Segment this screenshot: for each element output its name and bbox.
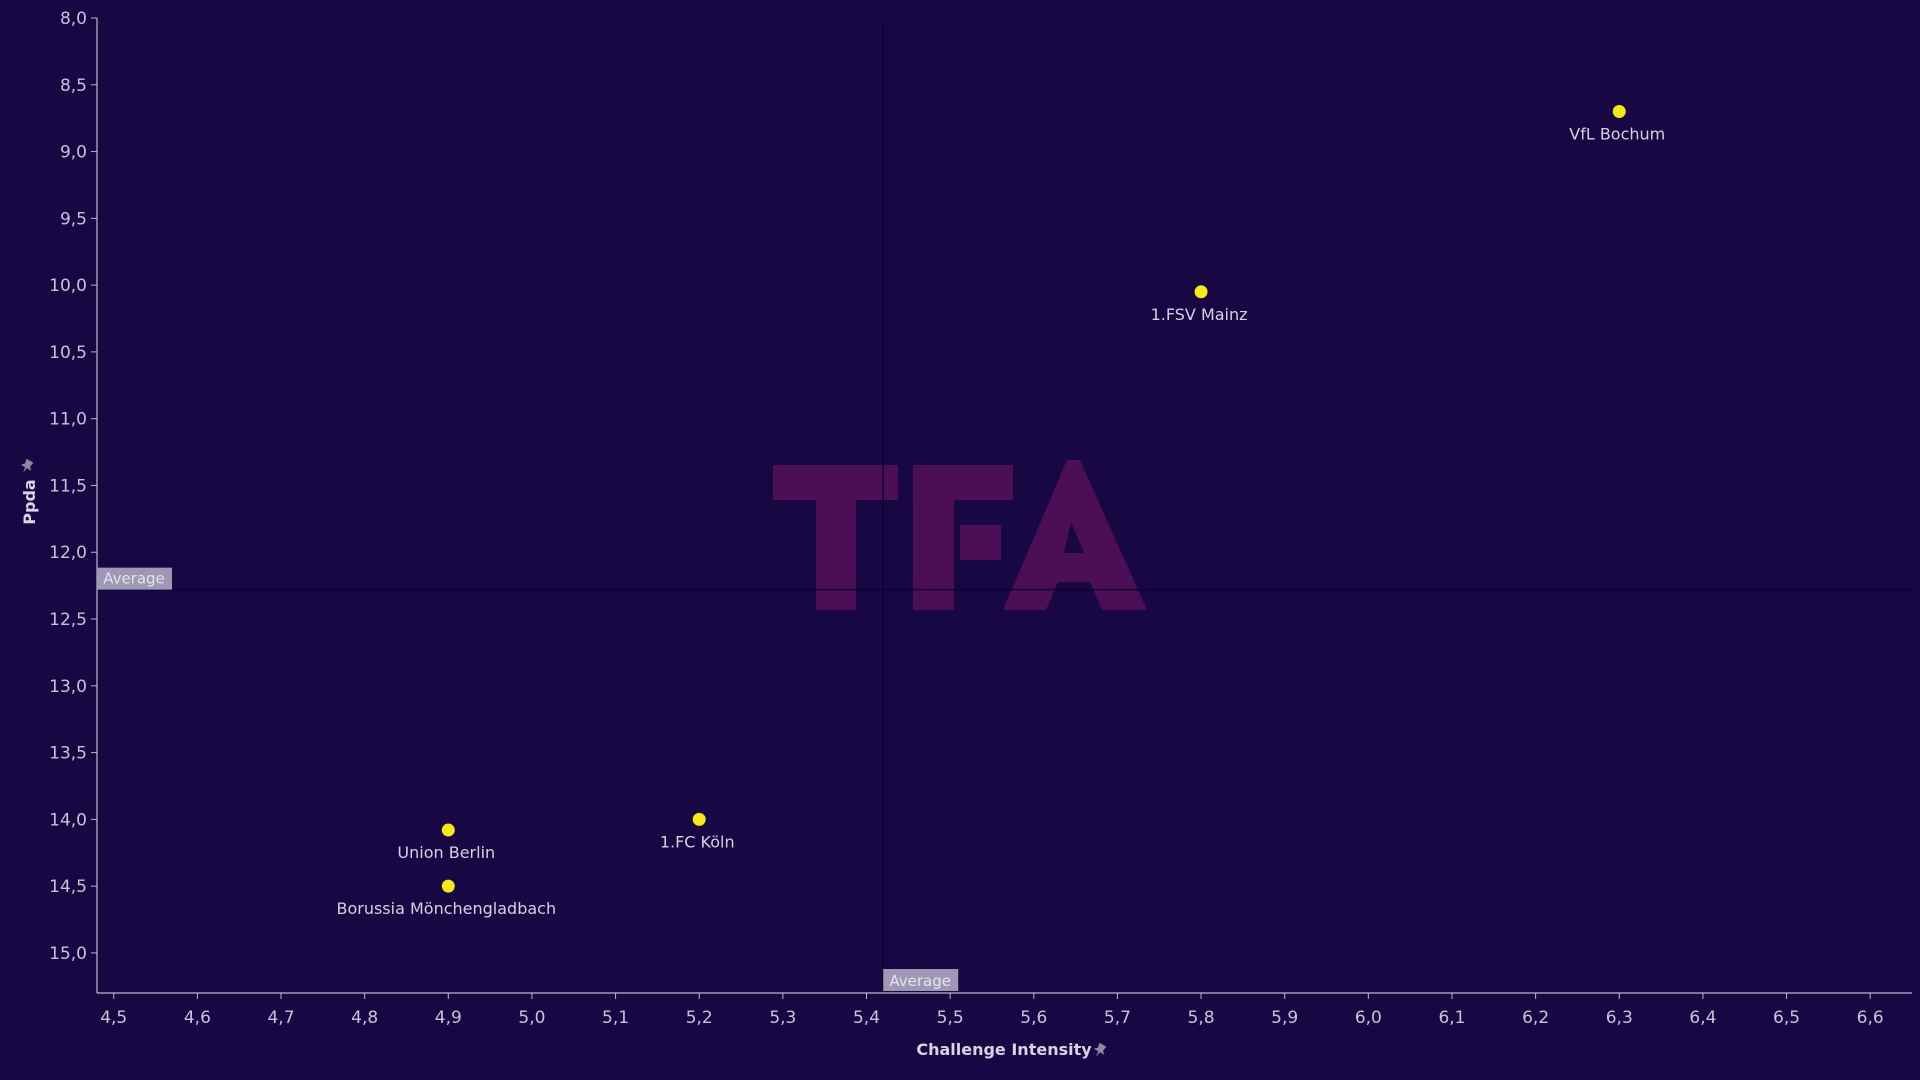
- x-tick-label: 5,6: [1020, 1008, 1047, 1028]
- y-tick-label: 9,5: [60, 209, 87, 229]
- y-tick-label: 8,5: [60, 76, 87, 96]
- x-tick-label: 6,2: [1522, 1008, 1549, 1028]
- pin-icon[interactable]: [1091, 1042, 1108, 1060]
- x-tick-label: 6,3: [1606, 1008, 1633, 1028]
- data-point[interactable]: [1612, 104, 1626, 118]
- y-tick-label: 10,5: [49, 343, 87, 363]
- data-point[interactable]: [692, 812, 706, 826]
- x-tick-label: 5,9: [1271, 1008, 1298, 1028]
- data-point-label: Borussia Mönchengladbach: [336, 899, 556, 918]
- x-axis-title: Challenge Intensity: [916, 1040, 1092, 1059]
- y-tick-label: 14,5: [49, 877, 87, 897]
- average-lines: [97, 23, 1912, 993]
- y-tick-label: 12,5: [49, 610, 87, 630]
- y-tick-label: 13,5: [49, 744, 87, 764]
- x-tick-label: 5,8: [1188, 1008, 1215, 1028]
- y-axis-title: Ppda: [20, 479, 39, 524]
- data-point[interactable]: [441, 823, 455, 837]
- data-point[interactable]: [1194, 285, 1208, 299]
- tfa-watermark-logo: [773, 460, 1147, 610]
- axes: [96, 18, 1912, 994]
- x-tick-label: 5,4: [853, 1008, 880, 1028]
- pin-icon[interactable]: [18, 458, 35, 476]
- data-points: VfL Bochum 1.FSV Mainz 1.FC Köln Union Berl…: [336, 104, 1665, 918]
- x-tick-label: 5,3: [769, 1008, 796, 1028]
- x-tick-label: 6,6: [1857, 1008, 1884, 1028]
- y-tick-label: 14,0: [49, 810, 87, 830]
- x-tick-label: 4,8: [351, 1008, 378, 1028]
- y-tick-label: 11,0: [49, 410, 87, 430]
- data-point-label: VfL Bochum: [1569, 124, 1665, 143]
- y-tick-label: 12,0: [49, 543, 87, 563]
- y-tick-label: 9,0: [60, 143, 87, 163]
- y-tick-label: 11,5: [49, 476, 87, 496]
- x-tick-label: 6,4: [1689, 1008, 1716, 1028]
- svg-text:Average: Average: [103, 570, 165, 588]
- x-tick-label: 5,5: [937, 1008, 964, 1028]
- data-point-label: 1.FC Köln: [660, 832, 735, 851]
- data-point[interactable]: [441, 879, 455, 893]
- y-axis-ticks: 8,0 8,5 9,0 9,5 10,0 10,5 11,0 11,5 12,0 12,5 13,0…: [49, 9, 97, 964]
- x-tick-label: 4,9: [435, 1008, 462, 1028]
- average-badge-y: Average: [97, 567, 172, 590]
- x-tick-label: 4,6: [184, 1008, 211, 1028]
- x-axis-ticks: 4,5 4,6 4,7 4,8 4,9 5,0 5,1 5,2 5,3 5,4 5,5 5,6 5,7 5…: [100, 993, 1884, 1028]
- y-tick-label: 8,0: [60, 9, 87, 29]
- x-tick-label: 4,5: [100, 1008, 127, 1028]
- data-point-label: Union Berlin: [397, 843, 495, 862]
- average-badge-x: Average: [883, 969, 959, 991]
- svg-text:Average: Average: [889, 972, 951, 990]
- x-tick-label: 5,0: [518, 1008, 545, 1028]
- y-tick-label: 13,0: [49, 677, 87, 697]
- x-tick-label: 5,7: [1104, 1008, 1131, 1028]
- x-tick-label: 6,0: [1355, 1008, 1382, 1028]
- x-tick-label: 6,1: [1438, 1008, 1465, 1028]
- y-tick-label: 10,0: [49, 276, 87, 296]
- y-tick-label: 15,0: [49, 944, 87, 964]
- x-tick-label: 5,2: [686, 1008, 713, 1028]
- x-tick-label: 5,1: [602, 1008, 629, 1028]
- x-tick-label: 4,7: [267, 1008, 294, 1028]
- data-point-label: 1.FSV Mainz: [1151, 305, 1248, 324]
- x-tick-label: 6,5: [1773, 1008, 1800, 1028]
